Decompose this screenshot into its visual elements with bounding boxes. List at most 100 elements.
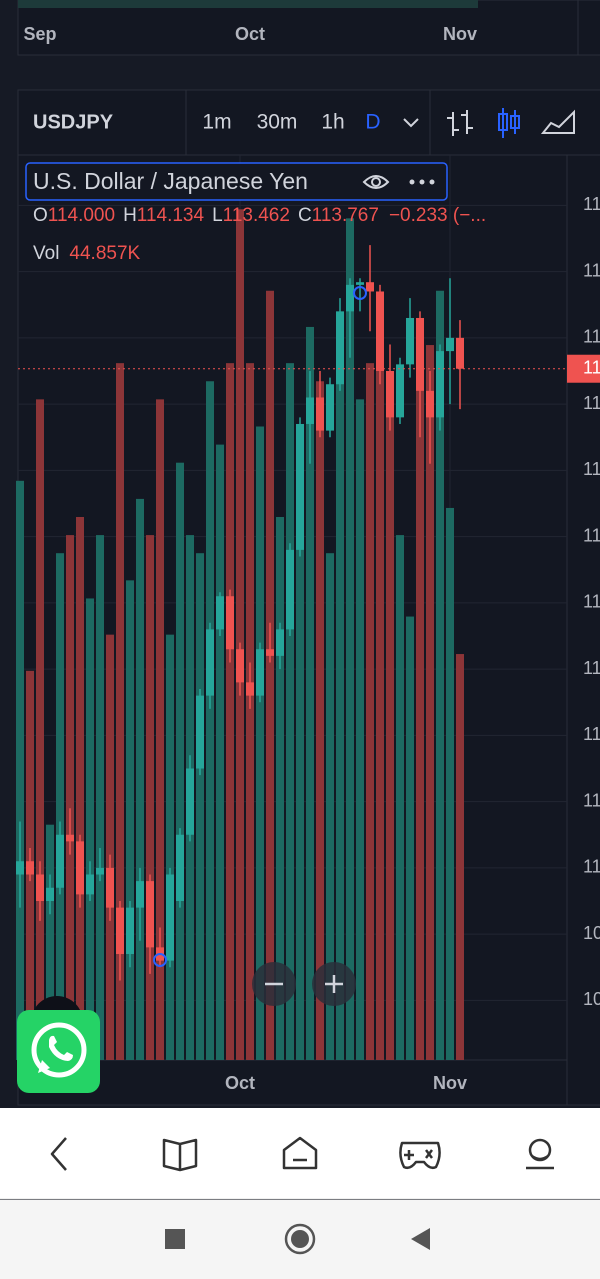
value: 114.134: [137, 205, 205, 226]
back-button[interactable]: [50, 1137, 67, 1171]
recents-button[interactable]: [165, 1229, 185, 1249]
volume-bar: [356, 399, 364, 1061]
candle-style-icon[interactable]: [498, 108, 520, 138]
volume-bar: [216, 444, 224, 1061]
candle-body: [196, 695, 204, 769]
volume-bar: [66, 535, 74, 1060]
volume-row: Vol 44.857K: [33, 243, 141, 264]
label: C: [298, 205, 312, 226]
symbol[interactable]: USDJPY: [33, 111, 114, 133]
volume-bar: [366, 363, 374, 1060]
candle-body: [286, 549, 294, 630]
candle-body: [176, 834, 184, 901]
candle-body: [46, 887, 54, 901]
marker: [153, 953, 167, 967]
x-tick-label: Nov: [433, 1073, 467, 1093]
bar-style-icon[interactable]: [447, 110, 473, 136]
volume-bar: [36, 399, 44, 1061]
y-tick-label: 11: [583, 327, 600, 347]
volume-bar: [156, 399, 164, 1061]
candle-body: [296, 423, 304, 550]
candle-body: [16, 861, 24, 875]
games-button[interactable]: [399, 1141, 441, 1170]
volume-bar: [376, 363, 384, 1060]
volume-bar: [96, 535, 104, 1060]
label: H: [123, 205, 137, 226]
prev-chart-axis: [17, 0, 600, 56]
marker: [353, 286, 367, 300]
volume-bar: [396, 535, 404, 1060]
axis-label: Nov: [443, 24, 477, 44]
eye-icon[interactable]: [362, 175, 390, 189]
candle-body: [416, 317, 424, 391]
volume-bar: [206, 381, 214, 1060]
volume-bar: [76, 517, 84, 1060]
candle-body: [226, 596, 234, 650]
y-tick-label: 11: [583, 857, 600, 877]
volume-bar: [266, 290, 274, 1060]
candle-body: [306, 397, 314, 424]
candle-body: [266, 649, 274, 656]
ohlc-row: O114.000 H114.134 L113.462 C113.767 −0.233 (…: [33, 205, 486, 226]
system-back-button[interactable]: [411, 1228, 430, 1250]
value: 114.000: [48, 205, 115, 226]
candle-body: [336, 311, 344, 385]
interval-active[interactable]: D: [365, 111, 380, 134]
more-icon[interactable]: [409, 179, 435, 185]
volume-bar: [126, 580, 134, 1060]
legend-title: U.S. Dollar / Japanese Yen: [33, 168, 308, 194]
volume-bar: [46, 824, 54, 1060]
label: O: [33, 205, 48, 226]
volume-bar: [136, 498, 144, 1060]
volume-bar: [276, 517, 284, 1060]
x-tick-label: Oct: [225, 1073, 255, 1093]
candle-body: [276, 629, 284, 656]
interval[interactable]: 30m: [257, 111, 298, 134]
volume-bar: [86, 598, 94, 1060]
candle-body: [406, 317, 414, 365]
volume-bar: [196, 553, 204, 1060]
volume-bar: [146, 535, 154, 1060]
volume-bar: [16, 480, 24, 1060]
profile-button[interactable]: [526, 1138, 554, 1170]
volume-bar: [106, 634, 114, 1060]
candle-body: [186, 768, 194, 835]
y-tick-label: 11: [583, 459, 600, 479]
y-tick-label: 10: [583, 989, 600, 1009]
y-tick-label: 11: [583, 194, 600, 214]
candle-body: [126, 907, 134, 954]
dropdown-icon[interactable]: [403, 118, 419, 128]
axis-label: Oct: [235, 24, 265, 44]
candle-body: [326, 384, 334, 431]
interval[interactable]: 1h: [321, 111, 344, 134]
candle-body: [356, 282, 364, 285]
volume-bar: [166, 634, 174, 1060]
candle-body: [386, 370, 394, 418]
zoom-out[interactable]: [252, 962, 296, 1006]
area-style-icon[interactable]: [540, 109, 575, 134]
volume-bar: [316, 381, 324, 1060]
zoom-in[interactable]: [312, 962, 356, 1006]
whatsapp-button[interactable]: [17, 1010, 100, 1093]
home-button[interactable]: [282, 1136, 318, 1170]
candle-body: [106, 867, 114, 908]
volume-bar: [176, 462, 184, 1060]
candle-body: [36, 874, 44, 901]
volume-bar: [226, 363, 234, 1060]
candle-body: [236, 649, 244, 683]
volume-bar: [286, 363, 294, 1060]
volume-bar: [336, 363, 344, 1060]
prev-volume-strip: [18, 0, 478, 8]
interval[interactable]: 1m: [202, 111, 231, 134]
volume-bar: [436, 290, 444, 1060]
system-home-button[interactable]: [284, 1223, 316, 1255]
volume-bar: [416, 354, 424, 1061]
bookmarks-button[interactable]: [162, 1138, 198, 1172]
volume-bar: [306, 326, 314, 1060]
volume-bar: [406, 616, 414, 1060]
volume-bar: [236, 209, 244, 1061]
volume-bar: [386, 381, 394, 1060]
volume-bar: [256, 426, 264, 1060]
legend-box[interactable]: [25, 162, 448, 201]
